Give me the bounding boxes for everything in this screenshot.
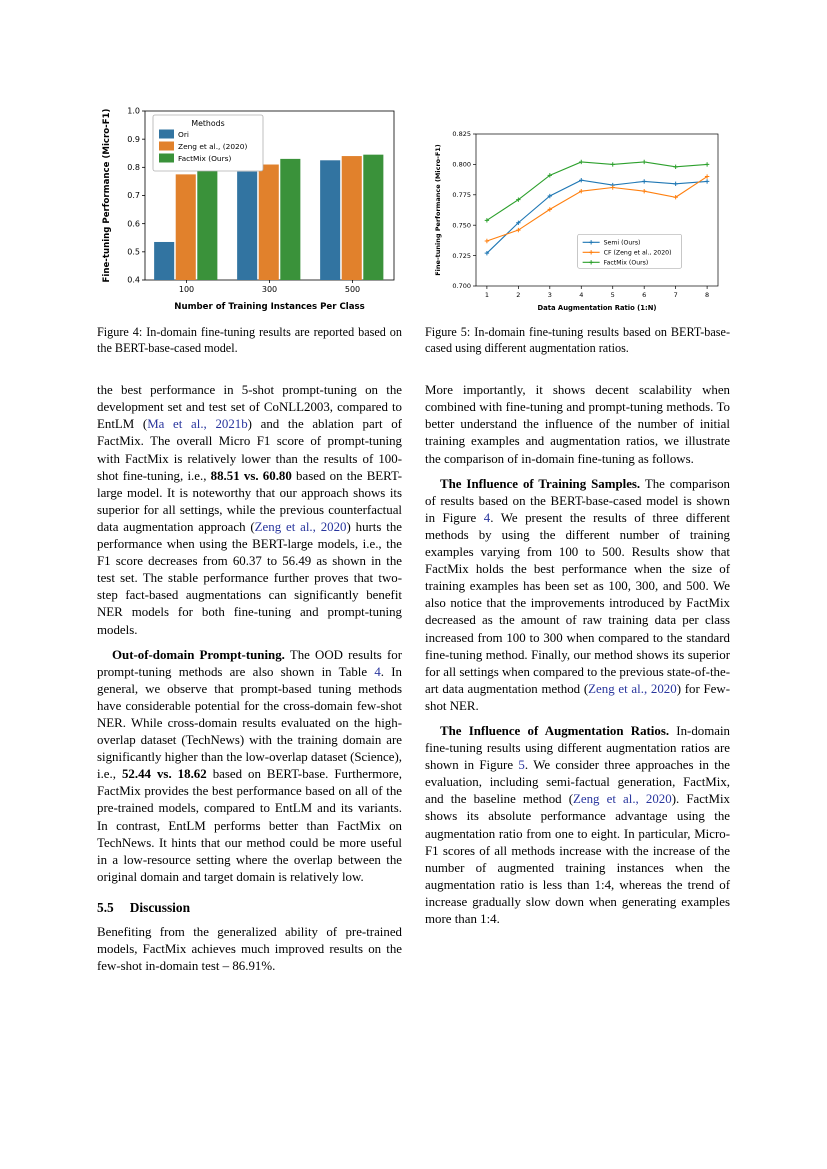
svg-text:100: 100 <box>178 285 193 294</box>
svg-text:5: 5 <box>610 291 614 299</box>
figure4-caption-text: In-domain fine-tuning results are report… <box>97 325 402 355</box>
figure4-caption-label: Figure 4: <box>97 325 143 339</box>
citation-link[interactable]: Ma et al., 2021b <box>147 417 248 432</box>
citation-link[interactable]: 4 <box>483 510 491 525</box>
svg-text:300: 300 <box>261 285 276 294</box>
text-run: ) and the ablation part of FactMix. The … <box>97 417 402 483</box>
figure5-caption-text: In-domain fine-tuning results based on B… <box>425 325 730 355</box>
text-run: Benefiting from the generalized ability … <box>97 925 402 974</box>
svg-text:Fine-tuning Performance (Micro: Fine-tuning Performance (Micro-F1) <box>434 144 442 276</box>
text-run: The comparison of results based on the B… <box>425 476 730 525</box>
text-run: . We present the results of three differ… <box>425 510 730 696</box>
svg-text:FactMix (Ours): FactMix (Ours) <box>178 154 231 163</box>
text-run: ) hurts the performance when using the B… <box>97 519 402 637</box>
citation-link[interactable]: Zeng et al., 2020 <box>254 519 347 534</box>
section-heading: 5.5 Discussion <box>97 899 402 916</box>
body-columns: the best performance in 5-shot prompt-tu… <box>97 382 730 975</box>
line-chart-figure5: 0.700 0.725 0.750 0.775 0.800 0.825 1 2 3 4 5 6 7 8 Da… <box>434 130 718 312</box>
section-number: 5.5 <box>97 899 114 915</box>
figure5-chart-box: 0.700 0.725 0.750 0.775 0.800 0.825 1 2 3 4 5 6 7 8 Da… <box>425 96 730 316</box>
paragraph: More importantly, it shows decent scalab… <box>425 382 730 467</box>
svg-text:2: 2 <box>516 291 520 299</box>
svg-text:0.8: 0.8 <box>127 163 140 172</box>
svg-text:0.5: 0.5 <box>127 247 140 256</box>
text-run: . In general, we observe that prompt-bas… <box>97 664 402 782</box>
citation-link[interactable]: 5 <box>518 758 525 773</box>
svg-text:6: 6 <box>642 291 646 299</box>
citation-link[interactable]: Zeng et al., 2020 <box>588 681 677 696</box>
section-title: Discussion <box>129 899 191 915</box>
text-run: the best performance in 5-shot prompt-tu… <box>97 383 402 432</box>
paragraph: The Influence of Augmentation Ratios. In… <box>425 723 730 928</box>
figure-5: 0.700 0.725 0.750 0.775 0.800 0.825 1 2 3 4 5 6 7 8 Da… <box>425 96 730 356</box>
citation-link[interactable]: 4 <box>374 664 381 679</box>
text-run: 52.44 vs. 18.62 <box>121 767 207 782</box>
text-run: based on the BERT-large model. It is not… <box>97 468 402 534</box>
figure-4: 0.4 0.5 0.6 0.7 0.8 0.9 1.0 100 300 500 Number of … <box>97 96 402 356</box>
text-run: The Influence of Training Samples. <box>440 476 641 491</box>
svg-text:0.825: 0.825 <box>452 130 471 138</box>
right-column: More importantly, it shows decent scalab… <box>425 382 730 975</box>
text-run: In-domain fine-tuning results using diff… <box>425 723 731 773</box>
svg-text:0.7: 0.7 <box>127 191 140 200</box>
svg-text:4: 4 <box>579 291 583 299</box>
svg-text:3: 3 <box>547 291 551 299</box>
svg-text:8: 8 <box>705 291 709 299</box>
figure4-chart-box: 0.4 0.5 0.6 0.7 0.8 0.9 1.0 100 300 500 Number of … <box>97 96 402 316</box>
svg-text:0.775: 0.775 <box>452 191 471 199</box>
left-column: the best performance in 5-shot prompt-tu… <box>97 382 402 975</box>
paragraph: Out-of-domain Prompt-tuning. The OOD res… <box>97 647 402 886</box>
figure4-caption: Figure 4: In-domain fine-tuning results … <box>97 325 402 356</box>
svg-text:0.750: 0.750 <box>452 221 471 229</box>
text-run: ) for Few-shot NER. <box>425 681 730 713</box>
svg-text:7: 7 <box>673 291 677 299</box>
svg-text:Semi (Ours): Semi (Ours) <box>603 240 640 247</box>
svg-text:Zeng et al., (2020): Zeng et al., (2020) <box>178 142 247 151</box>
bar-chart-figure4: 0.4 0.5 0.6 0.7 0.8 0.9 1.0 100 300 500 Number of … <box>102 107 394 312</box>
text-run: The Influence of Augmentation Ratios. <box>440 723 670 738</box>
text-run: 88.51 vs. 60.80 <box>210 468 292 483</box>
text-run: . We consider three approaches in the ev… <box>425 758 730 807</box>
svg-text:1: 1 <box>484 291 488 299</box>
paragraph: the best performance in 5-shot prompt-tu… <box>97 382 402 638</box>
text-run: based on BERT-base. Furthermore, FactMix… <box>97 767 402 884</box>
svg-text:500: 500 <box>344 285 359 294</box>
svg-text:0.725: 0.725 <box>452 252 471 260</box>
figure5-caption-label: Figure 5: <box>425 325 471 339</box>
svg-text:0.4: 0.4 <box>127 276 140 285</box>
svg-text:Data Augmentation Ratio (1:N): Data Augmentation Ratio (1:N) <box>537 304 656 312</box>
figure5-caption: Figure 5: In-domain fine-tuning results … <box>425 325 730 356</box>
svg-text:Methods: Methods <box>191 119 224 128</box>
svg-text:0.800: 0.800 <box>452 161 471 169</box>
paragraph: The Influence of Training Samples. The c… <box>425 476 730 715</box>
citation-link[interactable]: Zeng et al., 2020 <box>573 792 672 807</box>
svg-text:0.700: 0.700 <box>452 282 471 290</box>
text-run: Out-of-domain Prompt-tuning. <box>112 647 285 662</box>
svg-text:CF (Zeng et al., 2020): CF (Zeng et al., 2020) <box>603 250 671 257</box>
text-run: More importantly, it shows decent scalab… <box>425 383 730 466</box>
paragraph: Benefiting from the generalized ability … <box>97 924 402 975</box>
svg-text:Number of Training Instances P: Number of Training Instances Per Class <box>174 302 364 312</box>
svg-text:FactMix (Ours): FactMix (Ours) <box>603 260 648 267</box>
svg-text:Fine-tuning Performance (Micro: Fine-tuning Performance (Micro-F1) <box>102 108 112 282</box>
svg-text:0.6: 0.6 <box>127 219 140 228</box>
text-run: The OOD results for prompt-tuning method… <box>97 647 403 679</box>
svg-text:1.0: 1.0 <box>127 107 140 116</box>
figures-row: 0.4 0.5 0.6 0.7 0.8 0.9 1.0 100 300 500 Number of … <box>97 96 730 356</box>
svg-text:0.9: 0.9 <box>127 135 140 144</box>
svg-text:Ori: Ori <box>178 130 189 139</box>
text-run: ). FactMix shows its absolute performanc… <box>425 792 730 926</box>
